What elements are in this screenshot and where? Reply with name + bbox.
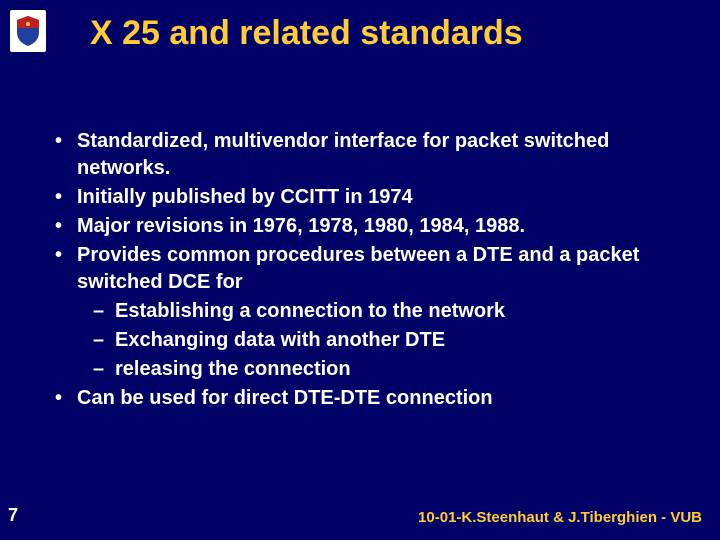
bullet-item: Provides common procedures between a DTE… bbox=[55, 242, 680, 296]
logo bbox=[10, 10, 46, 52]
sub-bullet-item: Establishing a connection to the network bbox=[55, 298, 680, 325]
slide-body: Standardized, multivendor interface for … bbox=[55, 128, 680, 414]
bullet-item: Initially published by CCITT in 1974 bbox=[55, 184, 680, 211]
slide-title: X 25 and related standards bbox=[90, 14, 690, 53]
shield-icon bbox=[14, 14, 42, 48]
bullet-item: Can be used for direct DTE-DTE connectio… bbox=[55, 385, 680, 412]
bullet-item: Major revisions in 1976, 1978, 1980, 198… bbox=[55, 213, 680, 240]
bullet-item: Standardized, multivendor interface for … bbox=[55, 128, 680, 182]
sub-bullet-item: releasing the connection bbox=[55, 356, 680, 383]
page-number: 7 bbox=[8, 505, 18, 526]
slide: X 25 and related standards Standardized,… bbox=[0, 0, 720, 540]
footer-text: 10-01-K.Steenhaut & J.Tiberghien - VUB bbox=[418, 509, 702, 526]
sub-bullet-item: Exchanging data with another DTE bbox=[55, 327, 680, 354]
